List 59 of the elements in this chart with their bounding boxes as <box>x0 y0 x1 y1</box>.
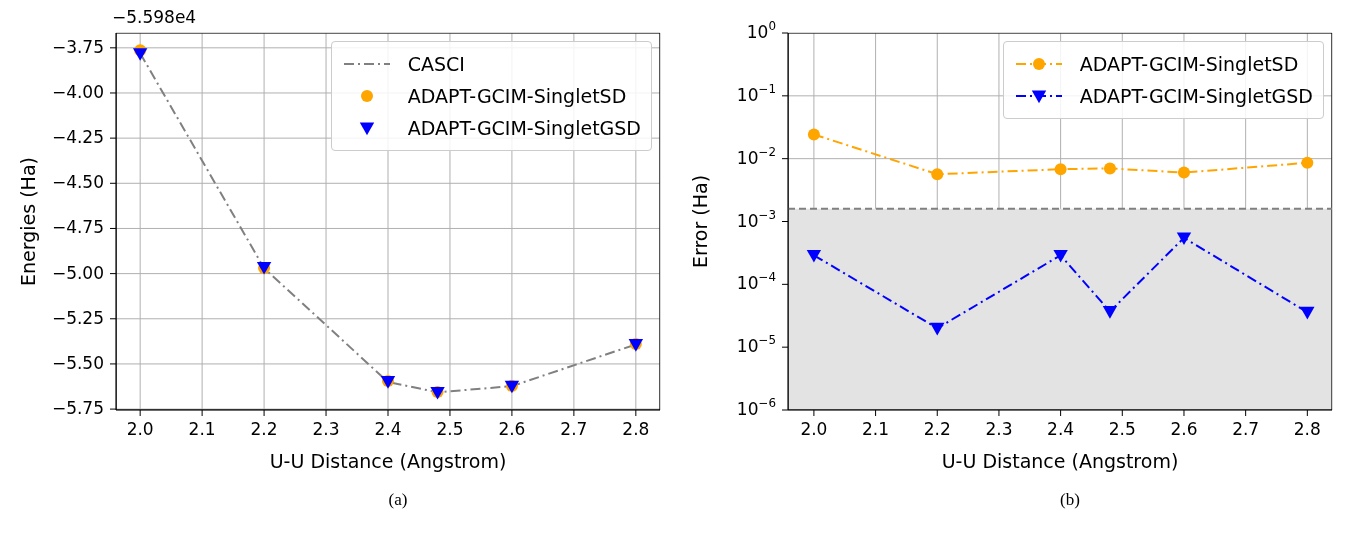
point <box>1177 166 1190 179</box>
y-tick-label: 10$^{−6}$ <box>736 395 776 419</box>
text: (a) <box>387 490 409 510</box>
y-tick-label: −5.00 <box>51 262 104 283</box>
y-tick-label: −5.75 <box>51 398 104 419</box>
y-tick-label: −3.75 <box>51 36 104 57</box>
x-tick-label: 2.0 <box>800 419 828 439</box>
legend-label: ADAPT-GCIM-SingletGSD <box>407 117 641 139</box>
x-tick-label: 2.3 <box>985 419 1013 439</box>
y-axis-title: Energies (Ha) <box>16 157 39 286</box>
x-tick-label: 2.2 <box>250 419 278 439</box>
y-tick-label: −4.50 <box>51 172 104 193</box>
y-axis-title: Error (Ha) <box>688 174 711 269</box>
x-tick-label: 2.8 <box>622 419 650 439</box>
y-tick-label: −4.75 <box>51 217 104 238</box>
y-tick-label: 10$^{−5}$ <box>736 332 776 357</box>
point <box>1053 249 1068 263</box>
x-tick-label: 2.2 <box>923 419 951 439</box>
y-tick-label: −5.50 <box>51 352 104 373</box>
x-tick-label: 2.0 <box>126 419 154 439</box>
legend-label: ADAPT-GCIM-SingletGSD <box>1079 85 1313 107</box>
x-tick-label: 2.7 <box>1232 419 1260 439</box>
point <box>930 322 945 336</box>
point <box>931 168 944 181</box>
y-tick-label: 10$^{0}$ <box>746 18 776 42</box>
legend-label: ADAPT-GCIM-SingletSD <box>407 85 627 107</box>
x-tick-label: 2.3 <box>312 419 340 439</box>
x-tick-label: 2.6 <box>498 419 526 439</box>
point <box>1102 306 1118 319</box>
x-tick-label: 2.5 <box>1108 419 1136 439</box>
x-tick-label: 2.1 <box>862 419 890 439</box>
text: (b) <box>1059 490 1081 510</box>
text: −5.598e4 <box>112 7 197 27</box>
x-tick-label: 2.1 <box>188 419 216 439</box>
x-tick-label: 2.5 <box>436 419 464 439</box>
x-tick-label: 2.4 <box>1047 419 1075 439</box>
y-tick-label: 10$^{−3}$ <box>736 207 776 231</box>
legend-label: CASCI <box>407 53 465 75</box>
y-tick-label: −4.00 <box>51 81 104 102</box>
point <box>132 48 148 61</box>
x-tick-label: 2.7 <box>560 419 588 439</box>
point <box>1103 162 1116 175</box>
y-tick-label: −5.25 <box>51 307 104 328</box>
point <box>1176 232 1192 246</box>
point <box>806 249 822 263</box>
y-tick-label: 10$^{−1}$ <box>736 81 776 105</box>
legend-label: ADAPT-GCIM-SingletSD <box>1079 53 1299 75</box>
point <box>807 128 820 141</box>
y-tick-label: 10$^{−2}$ <box>736 144 776 168</box>
x-tick-label: 2.4 <box>374 419 402 439</box>
point <box>1301 156 1314 169</box>
y-tick-label: 10$^{−4}$ <box>736 269 776 294</box>
point <box>1300 306 1315 320</box>
y-tick-label: −4.25 <box>51 127 104 148</box>
x-tick-label: 2.8 <box>1293 419 1321 439</box>
x-axis-title: U-U Distance (Angstrom) <box>269 450 507 472</box>
x-axis-title: U-U Distance (Angstrom) <box>941 450 1179 472</box>
x-tick-label: 2.6 <box>1170 419 1198 439</box>
point <box>1054 163 1067 176</box>
